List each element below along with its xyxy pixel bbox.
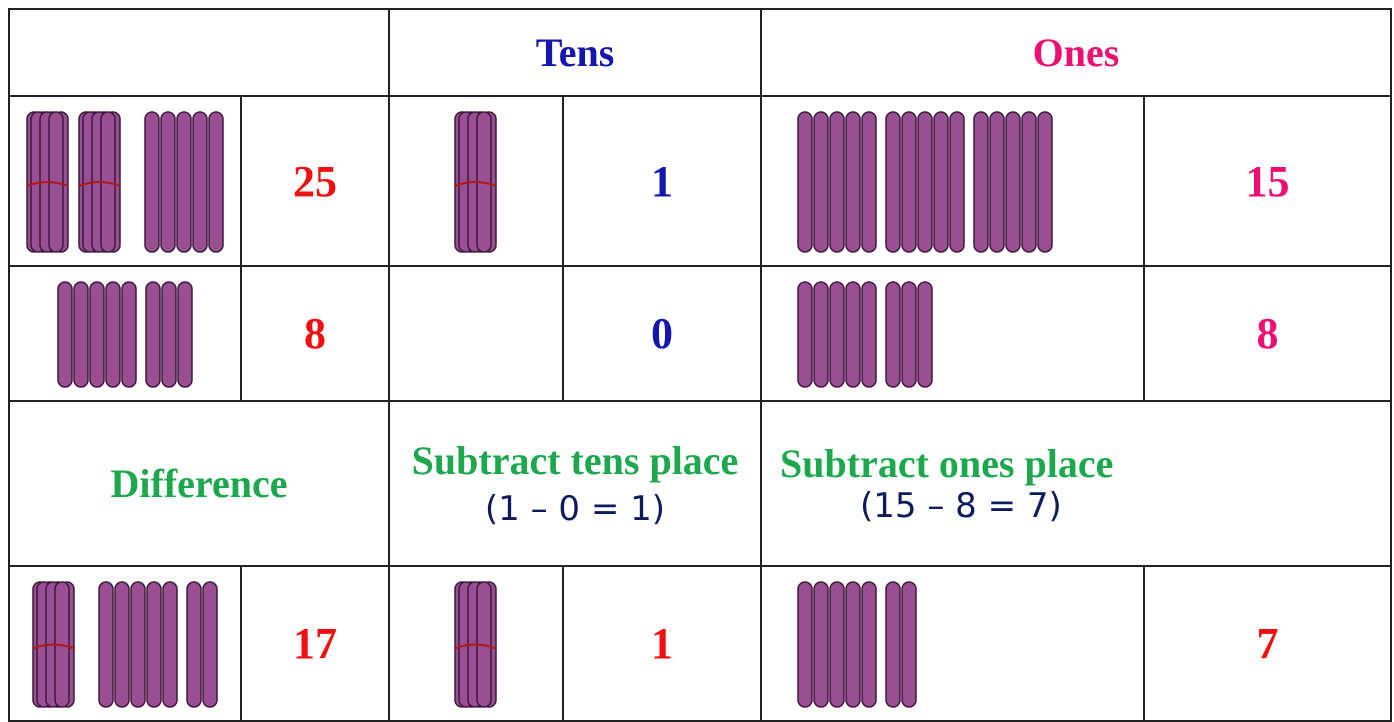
- place-value-sticks: [454, 581, 497, 708]
- place-value-sticks: [797, 281, 933, 388]
- tens-value: 1: [562, 565, 762, 722]
- difference-label: Difference: [8, 400, 390, 567]
- tens-value: 0: [562, 265, 762, 402]
- picture-cell: [760, 95, 1145, 267]
- picture-cell: [760, 565, 1145, 722]
- place-value-sticks: [797, 581, 917, 708]
- picture-cell: [8, 265, 242, 402]
- ones-value: 15: [1143, 95, 1392, 267]
- place-value-sticks: [797, 111, 1053, 253]
- step-cell: Subtract ones place (15 – 8 = 7): [760, 400, 1392, 567]
- blank-cell: [8, 8, 390, 97]
- ones-value: 7: [1143, 565, 1392, 722]
- total-value: 8: [240, 265, 390, 402]
- place-value-sticks: [32, 581, 218, 708]
- step-cell: Subtract tens place (1 – 0 = 1): [388, 400, 762, 567]
- picture-cell: [760, 265, 1145, 402]
- step-label: Subtract ones place: [780, 440, 1114, 486]
- total-value: 25: [240, 95, 390, 267]
- picture-cell: [388, 95, 564, 267]
- step-expression: (1 – 0 = 1): [484, 488, 666, 529]
- tens-value: 1: [562, 95, 762, 267]
- place-value-sticks: [26, 111, 224, 253]
- tens-header: Tens: [388, 8, 762, 97]
- ones-header: Ones: [760, 8, 1392, 97]
- picture-cell: [388, 565, 564, 722]
- place-value-sticks: [454, 111, 497, 253]
- picture-cell: [388, 265, 564, 402]
- ones-value: 8: [1143, 265, 1392, 402]
- step-label: Subtract tens place: [411, 437, 739, 483]
- picture-cell: [8, 565, 242, 722]
- total-value: 17: [240, 565, 390, 722]
- picture-cell: [8, 95, 242, 267]
- step-expression: (15 – 8 = 7): [860, 485, 1062, 526]
- place-value-sticks: [57, 281, 193, 388]
